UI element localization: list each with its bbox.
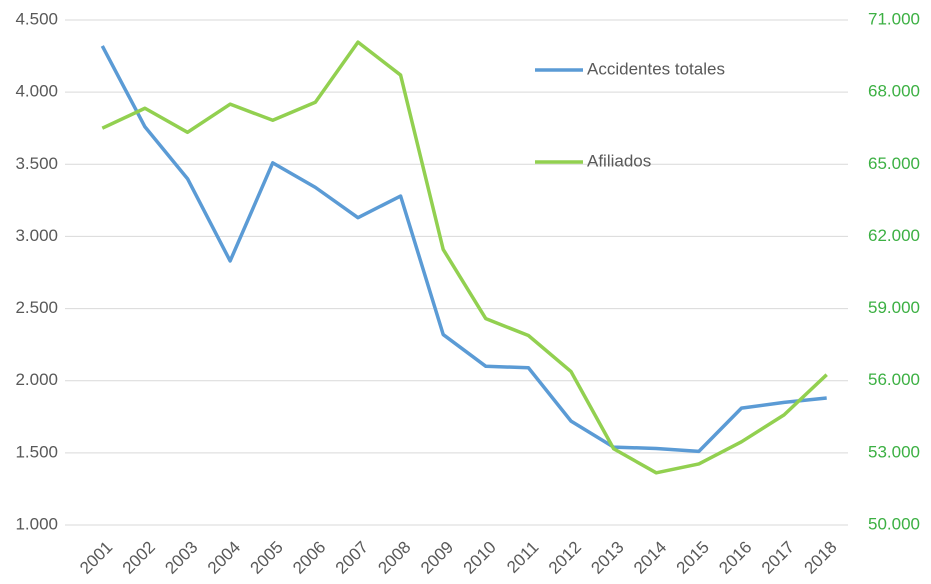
x-tick-label: 2017 bbox=[758, 538, 798, 578]
y2-tick-label: 59.000 bbox=[868, 298, 920, 317]
x-tick-label: 2013 bbox=[587, 538, 627, 578]
x-tick-label: 2010 bbox=[460, 538, 500, 578]
x-tick-label: 2003 bbox=[161, 538, 201, 578]
series-line bbox=[101, 40, 828, 475]
x-tick-label: 2005 bbox=[247, 538, 287, 578]
y-tick-label: 1.000 bbox=[15, 514, 58, 533]
y-tick-label: 1.500 bbox=[15, 442, 58, 461]
legend-label: Afiliados bbox=[587, 151, 651, 170]
x-tick-label: 2016 bbox=[715, 538, 755, 578]
x-tick-label: 2002 bbox=[119, 538, 159, 578]
legend-label: Accidentes totales bbox=[587, 59, 725, 78]
y-tick-label: 4.000 bbox=[15, 82, 58, 101]
y2-tick-label: 71.000 bbox=[868, 9, 920, 28]
x-tick-label: 2015 bbox=[673, 538, 713, 578]
y2-tick-label: 65.000 bbox=[868, 154, 920, 173]
x-tick-label: 2004 bbox=[204, 538, 244, 578]
x-tick-label: 2009 bbox=[417, 538, 457, 578]
y-tick-label: 4.500 bbox=[15, 9, 58, 28]
y2-tick-label: 50.000 bbox=[868, 514, 920, 533]
y-tick-label: 3.500 bbox=[15, 154, 58, 173]
x-tick-label: 2006 bbox=[289, 538, 329, 578]
y2-tick-label: 53.000 bbox=[868, 442, 920, 461]
x-tick-label: 2008 bbox=[374, 538, 414, 578]
x-tick-label: 2001 bbox=[76, 538, 116, 578]
y2-tick-label: 56.000 bbox=[868, 370, 920, 389]
y-tick-label: 2.000 bbox=[15, 370, 58, 389]
y-tick-label: 3.000 bbox=[15, 226, 58, 245]
y2-tick-label: 62.000 bbox=[868, 226, 920, 245]
x-tick-label: 2007 bbox=[332, 538, 372, 578]
x-tick-label: 2012 bbox=[545, 538, 585, 578]
y-tick-label: 2.500 bbox=[15, 298, 58, 317]
y2-tick-label: 68.000 bbox=[868, 82, 920, 101]
x-tick-label: 2014 bbox=[630, 538, 670, 578]
x-tick-label: 2018 bbox=[801, 538, 841, 578]
series-line bbox=[100, 45, 827, 454]
x-tick-label: 2011 bbox=[503, 538, 542, 577]
